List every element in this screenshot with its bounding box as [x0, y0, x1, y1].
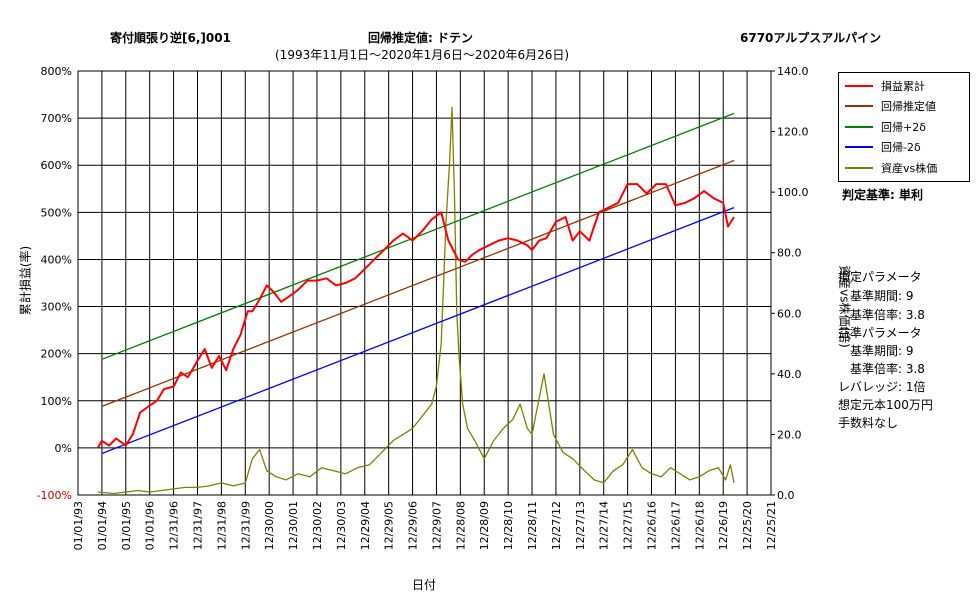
legend-swatch-regression: [845, 105, 873, 107]
x-tick-label: 12/26/16: [646, 501, 659, 550]
x-tick-label: 12/26/18: [693, 501, 706, 550]
x-tick-label: 12/29/05: [383, 501, 396, 550]
y-left-tick-label: 800%: [41, 65, 72, 78]
legend-label-regression: 回帰推定値: [881, 100, 936, 113]
x-tick-label: 12/29/06: [407, 501, 420, 550]
legend-label-asset-vs-price: 資産vs株価: [881, 162, 938, 175]
title-center: 回帰推定値: ドテン: [368, 31, 473, 45]
x-tick-label: 12/28/09: [478, 501, 491, 550]
y-left-tick-label: 500%: [41, 206, 72, 219]
y-left-tick-label: 600%: [41, 159, 72, 172]
y-left-tick-label: 700%: [41, 112, 72, 125]
title-left: 寄付順張り逆[6,]001: [110, 31, 231, 45]
x-tick-label: 12/30/00: [263, 501, 276, 550]
subtitle: (1993年11月1日～2020年1月6日～2020年6月26日): [275, 48, 570, 62]
x-tick-label: 12/30/03: [335, 501, 348, 550]
side-line-2: 基準倍率: 3.8: [838, 308, 925, 322]
x-tick-label: 12/27/12: [550, 501, 563, 550]
series-layer: [96, 106, 735, 495]
judgement-label: 判定基準: 単利: [842, 188, 923, 202]
legend-swatch-minus2d: [845, 146, 873, 148]
x-tick-label: 12/28/11: [526, 501, 539, 550]
y-axis-left-label: 累計損益(率): [18, 245, 33, 316]
y-right-tick-label: 100.0: [777, 186, 809, 199]
y-right-tick-label: 140.0: [777, 65, 809, 78]
grid: [77, 70, 772, 496]
side-line-1: 基準期間: 9: [838, 289, 914, 303]
y-left-tick-label: 100%: [41, 395, 72, 408]
x-tick-label: 12/29/07: [430, 501, 443, 550]
x-tick-label: 12/25/21: [765, 501, 778, 550]
x-tick-label: 12/31/99: [239, 501, 252, 550]
side-line-5: 基準倍率: 3.8: [838, 362, 925, 376]
legend-label-pnl: 損益累計: [881, 80, 925, 93]
legend-swatch-asset-vs-price: [845, 167, 873, 169]
x-tick-label: 01/01/96: [144, 501, 157, 550]
x-tick-label: 12/27/15: [622, 501, 635, 550]
y-right-tick-label: 60.0: [777, 307, 802, 320]
y-left-tick-label: 300%: [41, 301, 72, 314]
legend-swatch-pnl: [845, 85, 873, 87]
legend: 損益累計 回帰推定値 回帰+2δ 回帰-2δ 資産vs株価: [838, 72, 970, 182]
y-left-tick-label: -100%: [37, 489, 72, 502]
y-right-tick-label: 80.0: [777, 247, 802, 260]
side-line-8: 手数料なし: [838, 416, 899, 430]
x-tick-label: 12/28/10: [502, 501, 515, 550]
x-tick-label: 12/30/01: [287, 501, 300, 550]
y-right-tick-label: 40.0: [777, 368, 802, 381]
x-tick-label: 12/28/08: [454, 501, 467, 550]
x-tick-label: 01/01/95: [120, 501, 133, 550]
x-tick-label: 01/01/94: [96, 501, 109, 550]
x-tick-label: 01/01/93: [72, 501, 85, 550]
side-line-0: 損定パラメータ: [838, 270, 922, 284]
x-tick-label: 12/25/20: [741, 501, 754, 550]
y-right-tick-label: 20.0: [777, 428, 802, 441]
series-line-3: [101, 206, 735, 455]
series-line-1: [101, 159, 735, 408]
y-right-tick-label: 120.0: [777, 126, 809, 139]
side-line-4: 基準期間: 9: [838, 344, 914, 358]
x-axis-label: 日付: [412, 578, 437, 592]
y-left-tick-label: 200%: [41, 348, 72, 361]
side-line-6: レバレッジ: 1倍: [838, 380, 926, 394]
x-tick-label: 12/26/17: [669, 501, 682, 550]
x-tick-label: 12/29/04: [359, 501, 372, 550]
y-left-tick-label: 0%: [55, 442, 72, 455]
y-right-tick-label: 0.0: [777, 489, 795, 502]
x-tick-label: 12/31/98: [215, 501, 228, 550]
side-line-3: 益準パラメータ: [838, 326, 922, 340]
x-tick-label: 12/30/02: [311, 501, 324, 550]
legend-swatch-plus2d: [845, 126, 873, 128]
x-tick-label: 12/27/13: [574, 501, 587, 550]
plot-area: [77, 70, 772, 496]
y-left-tick-label: 400%: [41, 253, 72, 266]
tick-layer: -100% 0% 100% 200% 300% 400% 500% 600% 700% 800% 0…: [37, 65, 809, 550]
x-tick-label: 12/31/96: [168, 501, 181, 550]
series-line-4: [97, 106, 735, 495]
series-line-0: [96, 183, 735, 449]
x-tick-label: 12/26/19: [717, 501, 730, 550]
x-tick-label: 12/27/14: [598, 501, 611, 550]
legend-label-minus2d: 回帰-2δ: [881, 141, 921, 154]
title-right: 6770アルプスアルパイン: [740, 31, 882, 45]
side-line-7: 想定元本100万円: [838, 398, 933, 412]
x-tick-label: 12/31/97: [191, 501, 204, 550]
legend-label-plus2d: 回帰+2δ: [881, 121, 926, 134]
